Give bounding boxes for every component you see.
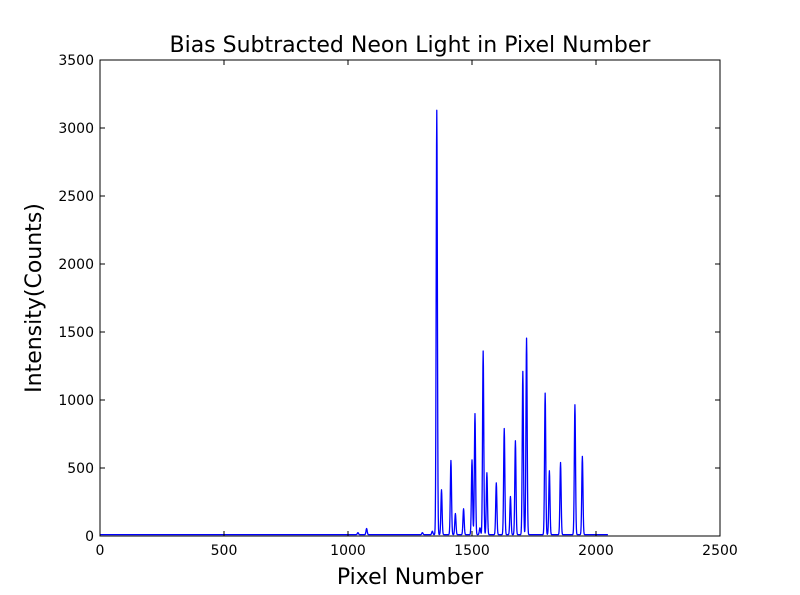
y-tick-label: 2500 (58, 189, 94, 205)
x-tick-label: 2500 (702, 543, 738, 559)
chart-title: Bias Subtracted Neon Light in Pixel Numb… (170, 33, 652, 58)
y-axis: 0 500 1000 1500 2000 2500 3000 3500 (58, 53, 720, 545)
plot-frame (99, 59, 721, 537)
y-tick-label: 1000 (58, 393, 94, 409)
y-tick-label: 0 (85, 529, 94, 545)
x-tick-label: 2000 (578, 543, 614, 559)
y-axis-label: Intensity(Counts) (22, 203, 47, 393)
series-line (99, 109, 609, 536)
x-tick-label: 1000 (330, 543, 366, 559)
y-tick-label: 1500 (58, 325, 94, 341)
plot-area (99, 109, 609, 536)
x-tick-label: 1500 (454, 543, 490, 559)
y-tick-label: 2000 (58, 257, 94, 273)
x-axis-label: Pixel Number (337, 565, 484, 590)
y-tick-label: 500 (67, 461, 94, 477)
x-axis: 0 500 1000 1500 2000 2500 (96, 60, 738, 559)
x-tick-label: 500 (211, 543, 238, 559)
y-tick-label: 3500 (58, 53, 94, 69)
y-tick-label: 3000 (58, 121, 94, 137)
x-tick-label: 0 (96, 543, 105, 559)
